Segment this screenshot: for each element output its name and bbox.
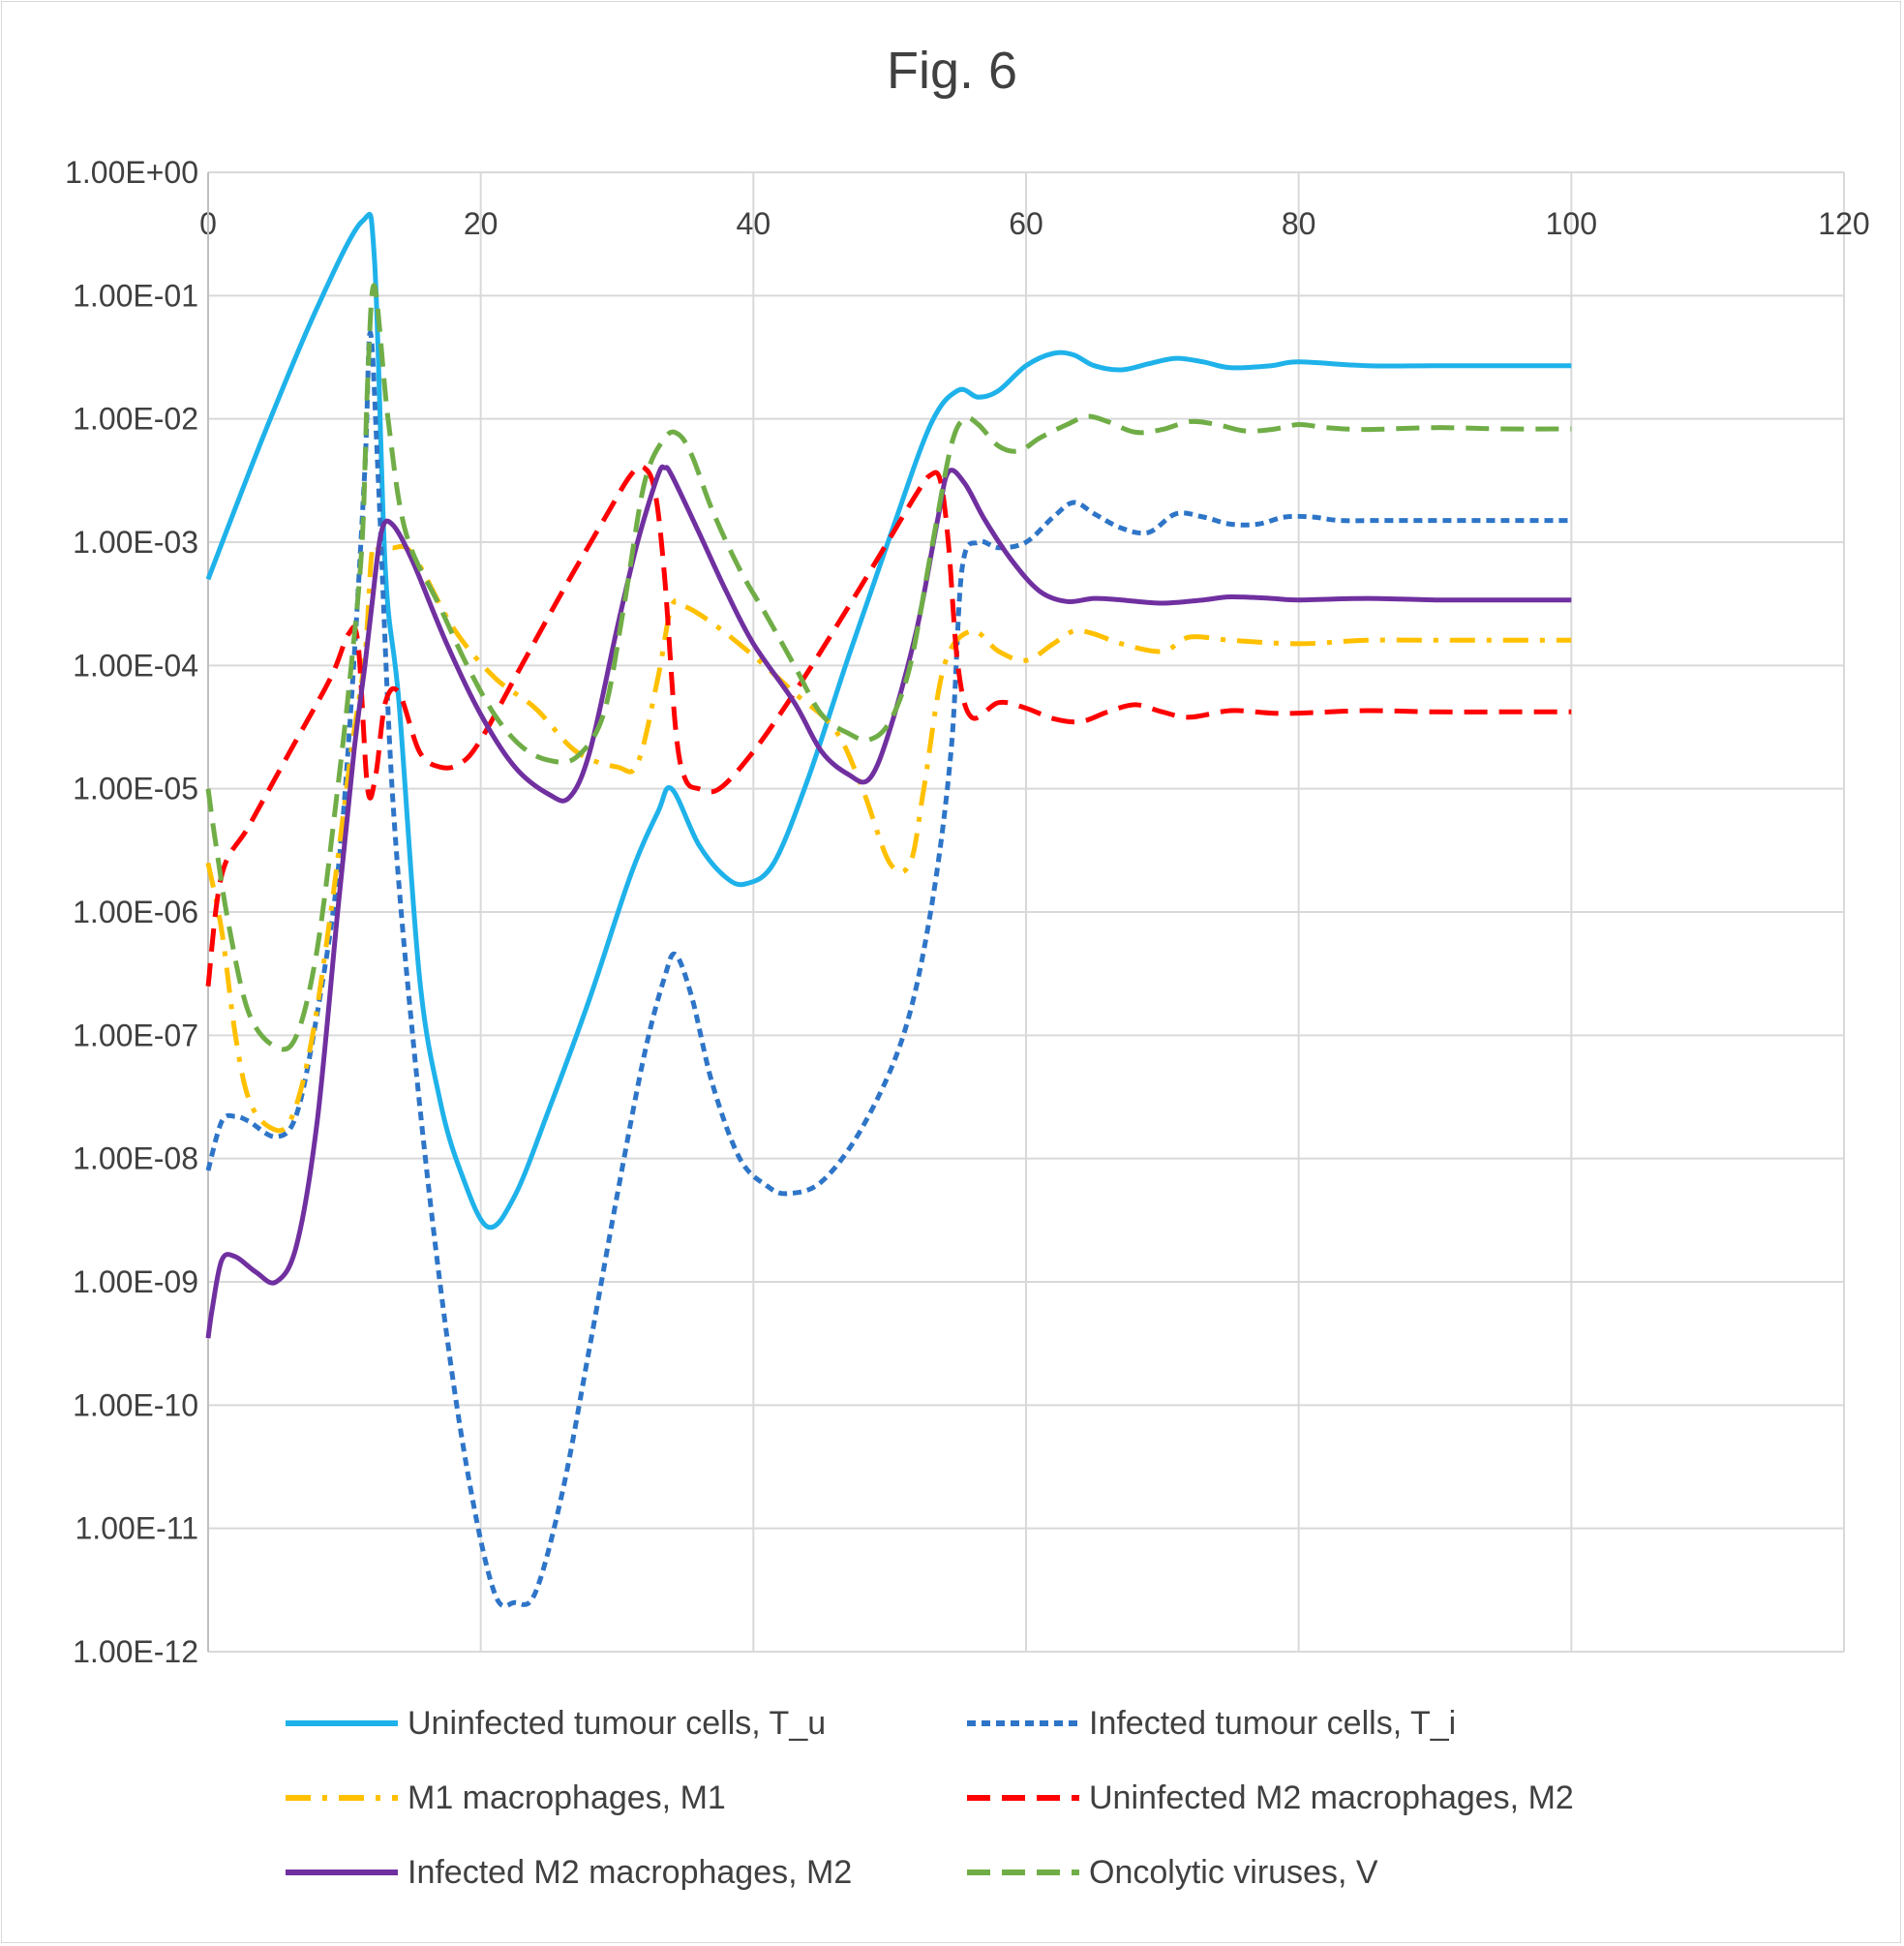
y-tick-label: 1.00E-04 bbox=[73, 648, 198, 683]
y-tick-label: 1.00E-08 bbox=[73, 1141, 198, 1176]
legend-label: Uninfected M2 macrophages, M2 bbox=[1089, 1779, 1574, 1816]
y-tick-label: 1.00E-10 bbox=[73, 1387, 198, 1422]
legend-item: Uninfected M2 macrophages, M2 bbox=[965, 1774, 1574, 1822]
legend-item: Infected M2 macrophages, M2 bbox=[284, 1848, 852, 1897]
y-tick-label: 1.00E-05 bbox=[73, 772, 198, 806]
series-lines bbox=[205, 211, 1572, 1609]
axes: 1.00E+00 1.00E-01 1.00E-02 1.00E-03 1.00E-04… bbox=[65, 155, 1870, 1669]
series-tu-uninfected-tumour bbox=[205, 211, 1572, 1231]
legend-item: Uninfected tumour cells, T_u bbox=[284, 1699, 826, 1748]
x-tick-label: 60 bbox=[1009, 206, 1043, 241]
legend-label: M1 macrophages, M1 bbox=[408, 1779, 726, 1816]
legend-item: M1 macrophages, M1 bbox=[284, 1774, 726, 1822]
legend-label: Oncolytic viruses, V bbox=[1089, 1853, 1378, 1891]
legend-swatch bbox=[967, 1795, 1079, 1801]
x-tick-label: 40 bbox=[737, 206, 771, 241]
y-tick-label: 1.00E-09 bbox=[73, 1264, 198, 1299]
y-tick-label: 1.00E-12 bbox=[73, 1634, 198, 1669]
series-v-oncolytic-viruses bbox=[205, 283, 1572, 1052]
legend-swatch bbox=[286, 1870, 398, 1875]
legend-item: Infected tumour cells, T_i bbox=[965, 1699, 1456, 1748]
series-m1-macrophages bbox=[205, 541, 1572, 1134]
legend: Uninfected tumour cells, T_u Infected tum… bbox=[0, 1699, 1904, 1922]
y-tick-label: 1.00E-06 bbox=[73, 895, 198, 929]
legend-swatch bbox=[286, 1720, 398, 1726]
y-tick-label: 1.00E-01 bbox=[73, 278, 198, 313]
y-tick-label: 1.00E-11 bbox=[76, 1511, 199, 1546]
x-tick-label: 100 bbox=[1546, 206, 1597, 241]
legend-label: Infected M2 macrophages, M2 bbox=[408, 1853, 853, 1891]
x-tick-label: 20 bbox=[464, 206, 499, 241]
y-tick-label: 1.00E-07 bbox=[73, 1018, 198, 1052]
legend-label: Infected tumour cells, T_i bbox=[1089, 1704, 1457, 1742]
series-ti-infected-tumour bbox=[205, 330, 1572, 1609]
y-tick-label: 1.00E-03 bbox=[73, 525, 198, 560]
legend-item: Oncolytic viruses, V bbox=[965, 1848, 1378, 1897]
chart-title: Fig. 6 bbox=[886, 42, 1018, 100]
legend-swatch bbox=[967, 1870, 1079, 1875]
legend-label: Uninfected tumour cells, T_u bbox=[408, 1704, 827, 1742]
legend-swatch bbox=[286, 1795, 398, 1801]
x-tick-label: 80 bbox=[1282, 206, 1316, 241]
y-tick-label: 1.00E+00 bbox=[65, 155, 198, 190]
y-tick-label: 1.00E-02 bbox=[73, 402, 198, 437]
legend-swatch bbox=[967, 1720, 1079, 1726]
series-m2-infected bbox=[205, 464, 1572, 1339]
gridlines bbox=[208, 171, 1845, 1653]
x-tick-label: 120 bbox=[1818, 206, 1869, 241]
